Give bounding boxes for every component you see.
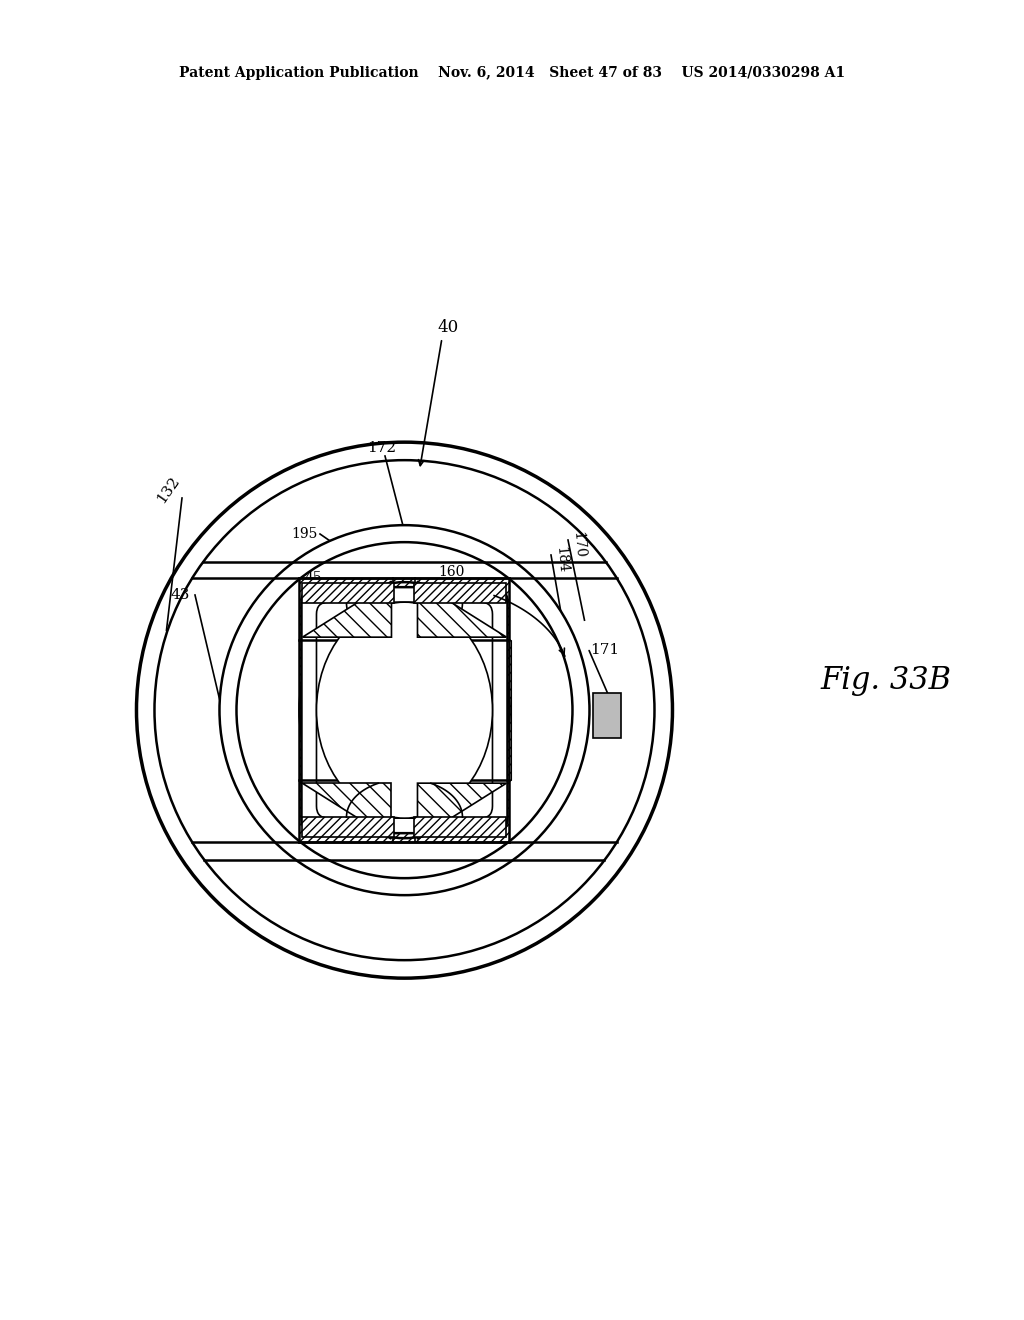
Text: 40: 40 (437, 319, 459, 337)
Polygon shape (418, 783, 507, 840)
Text: 193: 193 (438, 583, 464, 598)
Polygon shape (302, 783, 391, 840)
Bar (469, 640, 511, 780)
Text: 194: 194 (391, 638, 418, 652)
Bar (299, 640, 341, 780)
Text: Fig. 33B: Fig. 33B (820, 664, 951, 696)
Circle shape (155, 461, 654, 960)
Polygon shape (418, 581, 507, 638)
FancyBboxPatch shape (301, 587, 508, 833)
Text: 45: 45 (304, 572, 322, 585)
Text: 196: 196 (299, 725, 325, 739)
Text: 170: 170 (570, 531, 587, 558)
Ellipse shape (237, 543, 572, 878)
Text: 132: 132 (154, 474, 182, 506)
Polygon shape (302, 817, 394, 837)
Ellipse shape (219, 525, 590, 895)
Ellipse shape (316, 602, 493, 818)
Text: 45: 45 (304, 611, 322, 624)
Text: 173: 173 (376, 801, 404, 814)
Text: 184: 184 (553, 546, 569, 574)
Bar (299, 578, 510, 640)
Polygon shape (302, 583, 394, 603)
Text: Patent Application Publication    Nov. 6, 2014   Sheet 47 of 83    US 2014/03302: Patent Application Publication Nov. 6, 2… (179, 66, 845, 81)
Text: 43: 43 (170, 587, 189, 602)
Text: 195: 195 (292, 527, 318, 541)
Polygon shape (415, 583, 507, 603)
Bar (299, 780, 510, 842)
Text: 160: 160 (438, 565, 464, 579)
Ellipse shape (299, 582, 510, 838)
Text: 172: 172 (368, 441, 396, 455)
Text: 171: 171 (590, 643, 620, 657)
Polygon shape (415, 817, 507, 837)
FancyBboxPatch shape (316, 602, 493, 818)
Polygon shape (302, 581, 391, 638)
Bar (594, 693, 622, 738)
